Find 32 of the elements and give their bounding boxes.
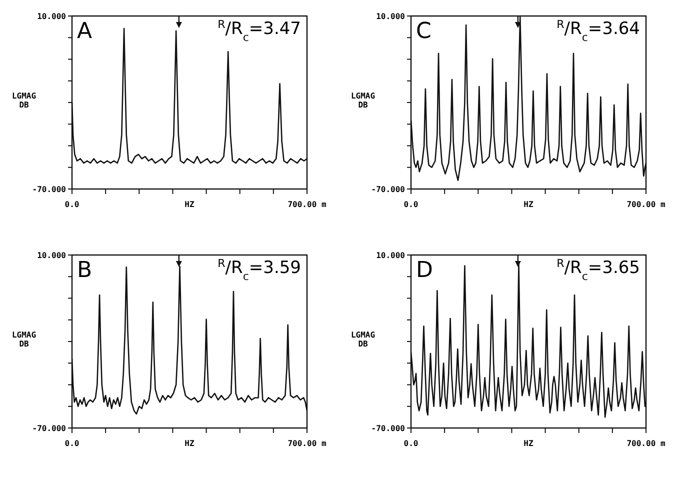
annotation: $^{R}$/R$_{c}$=3.64 [556,18,640,44]
y-tick-label: 10.000 [37,250,66,260]
y-tick-label: 10.000 [376,250,406,260]
x-tick-label: 0.0 [64,439,80,448]
x-tick-label: 700.00 m [626,200,666,209]
annotation: $^{R}$/R$_{c}$=3.65 [556,256,640,282]
x-tick-label: 700.00 m [288,200,326,209]
x-tick-label: 0.0 [404,200,418,209]
chart-title: C [416,19,432,44]
y-tick-label: -70.000 [32,424,66,433]
y-tick-label: 10.000 [376,12,406,21]
x-axis-title: HZ [184,439,194,448]
x-axis-title: HZ [524,439,534,448]
y-tick-label: -70.000 [371,424,406,433]
x-axis-title: HZ [524,200,534,209]
x-axis-title: HZ [184,200,194,209]
y-tick-label: -70.000 [371,184,406,194]
x-tick-label: 700.00 m [626,439,666,448]
x-tick-label: 0.0 [404,439,418,448]
y-tick-label: 10.000 [37,12,66,21]
chart-title: B [77,258,92,283]
annotation: $^{R}$/R$_{c}$=3.47 [218,18,301,44]
y-tick-label: -70.000 [32,184,66,194]
chart-title: A [77,19,92,44]
annotation: $^{R}$/R$_{c}$=3.59 [218,256,301,282]
y-axis-title: LGMAG DB [350,92,376,110]
x-tick-label: 700.00 m [288,439,326,448]
x-tick-label: 0.0 [64,200,80,209]
y-axis-title: LGMAG DB [12,330,36,348]
y-axis-title: LGMAG DB [350,330,376,348]
chart-title: D [416,258,433,283]
y-axis-title: LGMAG DB [12,92,36,110]
